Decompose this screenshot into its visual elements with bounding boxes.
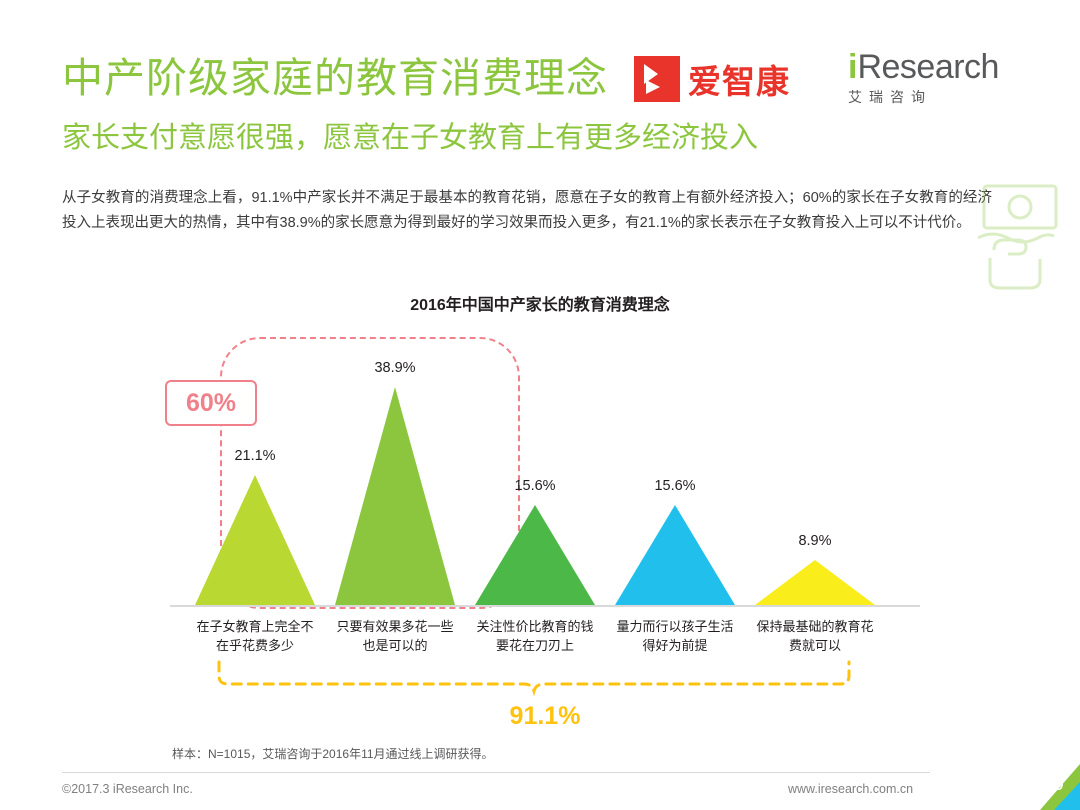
- body-paragraph: 从子女教育的消费理念上看，91.1%中产家长并不满足于最基本的教育花销，愿意在子…: [62, 190, 992, 231]
- bar-4[interactable]: [755, 560, 875, 605]
- bar-1[interactable]: [335, 387, 455, 605]
- bar-0[interactable]: [195, 475, 315, 605]
- logo-aizhikang: 爱智康: [634, 55, 790, 103]
- corner-decoration: [1040, 720, 1080, 810]
- bar-category-label: 在子女教育上完全不在乎花费多少: [196, 619, 314, 653]
- bar-value-label: 15.6%: [654, 478, 696, 494]
- iresearch-research: Research: [857, 48, 999, 86]
- bar-category-label: 量力而行以孩子生活得好为前提: [616, 619, 734, 653]
- bar-category-label: 关注性价比教育的钱要花在刀刃上: [476, 619, 594, 653]
- chart-area: 60% 21.1% 在子女教育上完全不在乎花费多少 38.9% 只要有效果多花一…: [150, 330, 940, 750]
- annotation-badge-60: 60%: [165, 380, 257, 426]
- bar-value-label: 21.1%: [234, 448, 276, 464]
- copyright-text: ©2017.3 iResearch Inc.: [62, 782, 193, 796]
- chart-baseline: [170, 605, 920, 607]
- bar-category-label: 保持最基础的教育花费就可以: [756, 619, 874, 653]
- annotation-box-60: [220, 337, 520, 609]
- title-row: 中产阶级家庭的教育消费理念 爱智康 i Research 艾瑞咨询: [62, 50, 1050, 107]
- aizhikang-label: 爱智康: [688, 62, 790, 100]
- chart-source-note: 样本：N=1015，艾瑞咨询于2016年11月通过线上调研获得。: [172, 747, 494, 761]
- page-number: 19: [1042, 774, 1064, 795]
- iresearch-i: i: [848, 48, 858, 86]
- annotation-brace-911: [217, 660, 851, 697]
- footer-divider: [62, 772, 930, 773]
- bar-value-label: 38.9%: [374, 360, 416, 376]
- bar-3[interactable]: [615, 505, 735, 605]
- bar-value-label: 15.6%: [514, 478, 556, 494]
- money-watermark-icon: [977, 184, 1058, 290]
- bar-category-label: 只要有效果多花一些也是可以的: [336, 619, 454, 653]
- annotation-label-911: 91.1%: [509, 702, 581, 730]
- logo-iresearch: i Research 艾瑞咨询: [848, 50, 999, 107]
- page-header: 中产阶级家庭的教育消费理念 爱智康 i Research 艾瑞咨询 家长支付意愿…: [62, 50, 1050, 155]
- bar-2[interactable]: [475, 505, 595, 605]
- website-url: www.iresearch.com.cn: [788, 782, 914, 796]
- page-subtitle: 家长支付意愿很强，愿意在子女教育上有更多经济投入: [62, 122, 759, 154]
- bar-value-label: 8.9%: [798, 533, 832, 549]
- iresearch-wordmark: i Research: [848, 50, 999, 84]
- chart-title: 2016年中国中产家长的教育消费理念: [410, 297, 670, 314]
- aizhikang-mark-icon: [634, 55, 680, 102]
- iresearch-chinese-label: 艾瑞咨询: [848, 89, 932, 105]
- page-title: 中产阶级家庭的教育消费理念: [62, 55, 608, 101]
